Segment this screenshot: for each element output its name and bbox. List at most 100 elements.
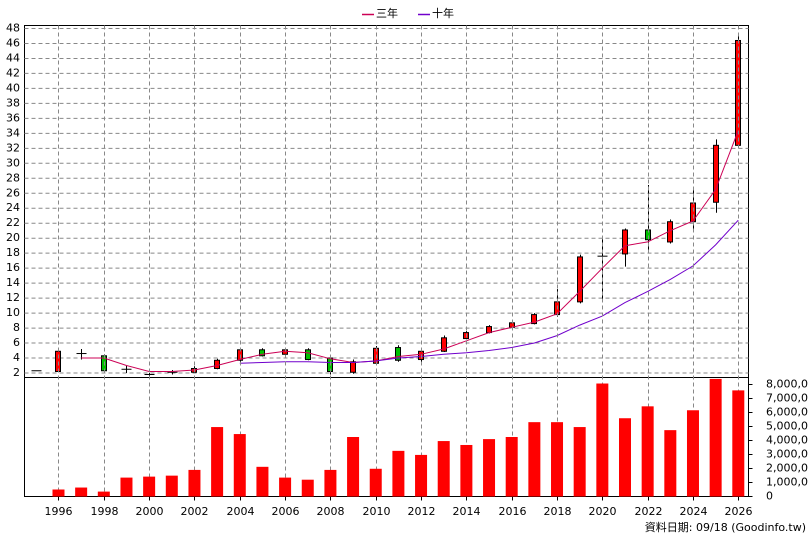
volume-bar	[483, 439, 496, 497]
y-tick-label: 10	[6, 306, 20, 319]
y-tick-label: 4,000,000	[766, 434, 808, 447]
volume-bar	[505, 437, 518, 497]
x-tick-label: 2006	[272, 505, 300, 518]
volume-bar	[347, 437, 360, 497]
volume-bar	[664, 430, 677, 497]
x-tick-label: 2004	[227, 505, 255, 518]
y-tick-label: 16	[6, 261, 20, 274]
volume-bar	[686, 410, 699, 497]
volume-bar	[143, 476, 156, 497]
volume-bar	[369, 468, 382, 497]
candle-body	[395, 347, 401, 361]
y-tick-label: 32	[6, 141, 20, 154]
x-tick-label: 2008	[317, 505, 345, 518]
x-tick-label: 2000	[136, 505, 164, 518]
volume-panel	[24, 377, 749, 497]
volume-bar	[415, 454, 428, 497]
ma-line	[81, 130, 739, 372]
y-tick-label: 8,000,000	[766, 378, 808, 391]
x-tick-label: 2020	[589, 505, 617, 518]
volume-bar	[279, 477, 292, 497]
candle-body	[622, 229, 628, 255]
volume-bar	[641, 406, 654, 497]
y-tick-label: 5,000,000	[766, 420, 808, 433]
volume-bar	[120, 477, 133, 497]
y-tick-label: 38	[6, 96, 20, 109]
x-tick-label: 2010	[363, 505, 391, 518]
x-tick-label: 2014	[453, 505, 481, 518]
candle-body	[259, 349, 265, 357]
volume-bar	[75, 487, 88, 497]
y-tick-label: 2	[13, 366, 20, 379]
x-tick-label: 1996	[45, 505, 73, 518]
y-tick-label: 12	[6, 291, 20, 304]
y-tick-label: 44	[6, 51, 20, 64]
x-tick-label: 2024	[680, 505, 708, 518]
volume-bar	[52, 489, 65, 497]
y-tick-label: 7,000,000	[766, 392, 808, 405]
y-tick-label: 8	[13, 321, 20, 334]
x-tick-label: 2016	[499, 505, 527, 518]
y-tick-label: 6,000,000	[766, 406, 808, 419]
y-tick-label: 4	[13, 351, 20, 364]
ma-line	[239, 219, 739, 364]
volume-bar	[188, 469, 201, 497]
x-tick-label: 2018	[544, 505, 572, 518]
x-tick-label: 2026	[725, 505, 753, 518]
candle-body	[55, 350, 61, 373]
volume-bar	[596, 383, 609, 497]
y-tick-label: 20	[6, 231, 20, 244]
candle-body	[305, 349, 311, 361]
volume-bar	[324, 469, 337, 497]
y-tick-label: 36	[6, 111, 20, 124]
y-tick-label: 0	[766, 490, 773, 503]
y-tick-label: 2,000,000	[766, 462, 808, 475]
footnote: 資料日期: 09/18 (Goodinfo.tw)	[645, 520, 806, 534]
x-tick-label: 2002	[181, 505, 209, 518]
y-tick-label: 1,000,000	[766, 476, 808, 489]
volume-bar	[619, 418, 632, 497]
volume-bar	[460, 444, 473, 497]
y-tick-label: 14	[6, 276, 20, 289]
y-tick-label: 24	[6, 201, 20, 214]
volume-bar	[528, 422, 541, 497]
y-tick-label: 18	[6, 246, 20, 259]
y-tick-label: 26	[6, 186, 20, 199]
candle-body	[441, 337, 447, 352]
volume-bar	[301, 479, 314, 497]
volume-bar	[573, 427, 586, 497]
candle-body	[350, 361, 356, 373]
y-tick-label: 30	[6, 156, 20, 169]
legend-label: 十年	[432, 6, 454, 20]
x-tick-label: 2022	[635, 505, 663, 518]
y-tick-label: 28	[6, 171, 20, 184]
y-tick-label: 48	[6, 21, 20, 34]
y-tick-label: 46	[6, 36, 20, 49]
y-tick-label: 22	[6, 216, 20, 229]
volume-bar	[709, 378, 722, 497]
volume-bar	[233, 434, 246, 497]
volume-bar	[165, 475, 178, 497]
volume-bar	[392, 450, 405, 497]
y-tick-label: 42	[6, 66, 20, 79]
candle-body	[486, 326, 492, 334]
y-tick-label: 40	[6, 81, 20, 94]
candle-body	[214, 359, 220, 370]
volume-bar	[97, 491, 110, 497]
y-tick-label: 34	[6, 126, 20, 139]
x-tick-label: 1998	[91, 505, 119, 518]
candle-body	[713, 144, 719, 203]
candle-body	[577, 256, 583, 303]
legend-label: 三年	[376, 6, 398, 20]
volume-bar	[732, 390, 745, 497]
y-tick-label: 3,000,000	[766, 448, 808, 461]
x-tick-label: 2012	[408, 505, 436, 518]
volume-bar	[437, 441, 450, 497]
candle-body	[531, 314, 537, 325]
volume-bar	[551, 422, 564, 497]
y-tick-label: 6	[13, 336, 20, 349]
volume-bar	[211, 427, 224, 497]
volume-bar	[256, 466, 269, 497]
